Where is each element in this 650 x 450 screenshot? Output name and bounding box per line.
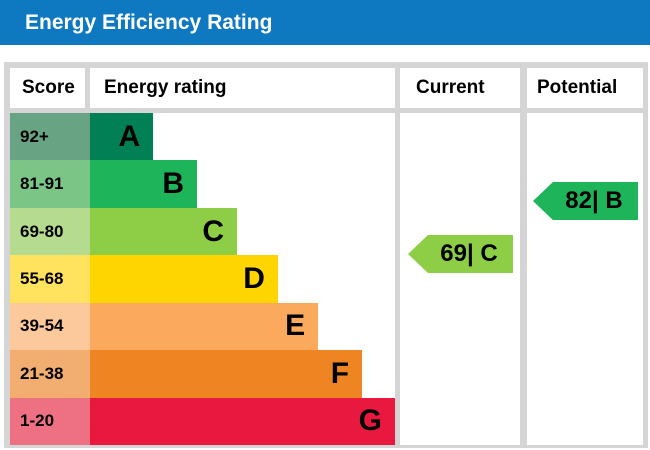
rating-letter-f: F (330, 356, 350, 390)
header-current-label: Current (416, 77, 485, 98)
header-score-label: Score (22, 77, 75, 98)
score-range-g: 1-20 (10, 397, 90, 445)
title-bar: Energy Efficiency Rating (0, 0, 650, 45)
epc-row-f: 21-38 F (10, 350, 395, 398)
rating-letter-b: B (162, 167, 185, 201)
rating-bar-c: C (90, 207, 237, 256)
current-rating-label: 69| C (440, 240, 498, 267)
score-range-e: 39-54 (10, 302, 90, 351)
rating-bar-d: D (90, 255, 278, 303)
rating-bar-f: F (90, 350, 363, 398)
score-range-b: 81-91 (10, 160, 90, 208)
potential-rating-arrow: 82| B (533, 182, 638, 220)
header-potential-label: Potential (537, 77, 618, 98)
rating-letter-g: G (358, 404, 382, 438)
score-range-f: 21-38 (10, 350, 90, 398)
epc-rows: 92+ A 81-91 B 69-80 C 55-68 D 39-54 E 21-38 F 1-20 G (10, 113, 395, 445)
score-range-c: 69-80 (10, 207, 90, 256)
epc-table: Score Energy rating Current Potential 92… (4, 62, 648, 448)
potential-column: 82| B (527, 113, 643, 445)
epc-row-d: 55-68 D (10, 255, 395, 303)
current-column: 69| C (400, 113, 520, 445)
epc-row-c: 69-80 C (10, 207, 395, 256)
header-energy-rating: Energy rating (90, 68, 395, 108)
rating-bar-a: A (90, 113, 154, 161)
rating-bar-g: G (90, 397, 395, 445)
page-title: Energy Efficiency Rating (25, 10, 273, 34)
header-score: Score (10, 68, 85, 108)
current-rating-arrow: 69| C (408, 235, 513, 273)
epc-row-g: 1-20 G (10, 397, 395, 445)
header-current: Current (400, 68, 520, 108)
rating-bar-b: B (90, 160, 198, 208)
epc-row-b: 81-91 B (10, 160, 395, 208)
header-energy-rating-label: Energy rating (104, 77, 227, 98)
rating-letter-e: E (285, 309, 306, 343)
epc-row-a: 92+ A (10, 113, 395, 161)
header-potential: Potential (527, 68, 643, 108)
rating-letter-a: A (118, 119, 141, 153)
score-range-a: 92+ (10, 113, 90, 161)
score-range-d: 55-68 (10, 255, 90, 303)
rating-bar-e: E (90, 302, 319, 351)
rating-letter-d: D (243, 261, 265, 295)
rating-letter-c: C (202, 214, 224, 248)
epc-row-e: 39-54 E (10, 302, 395, 351)
potential-rating-label: 82| B (565, 187, 623, 214)
